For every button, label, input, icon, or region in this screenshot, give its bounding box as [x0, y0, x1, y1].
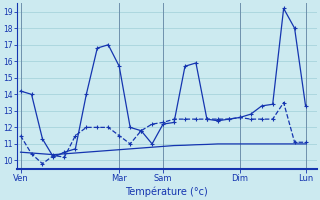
X-axis label: Température (°c): Température (°c): [125, 186, 208, 197]
